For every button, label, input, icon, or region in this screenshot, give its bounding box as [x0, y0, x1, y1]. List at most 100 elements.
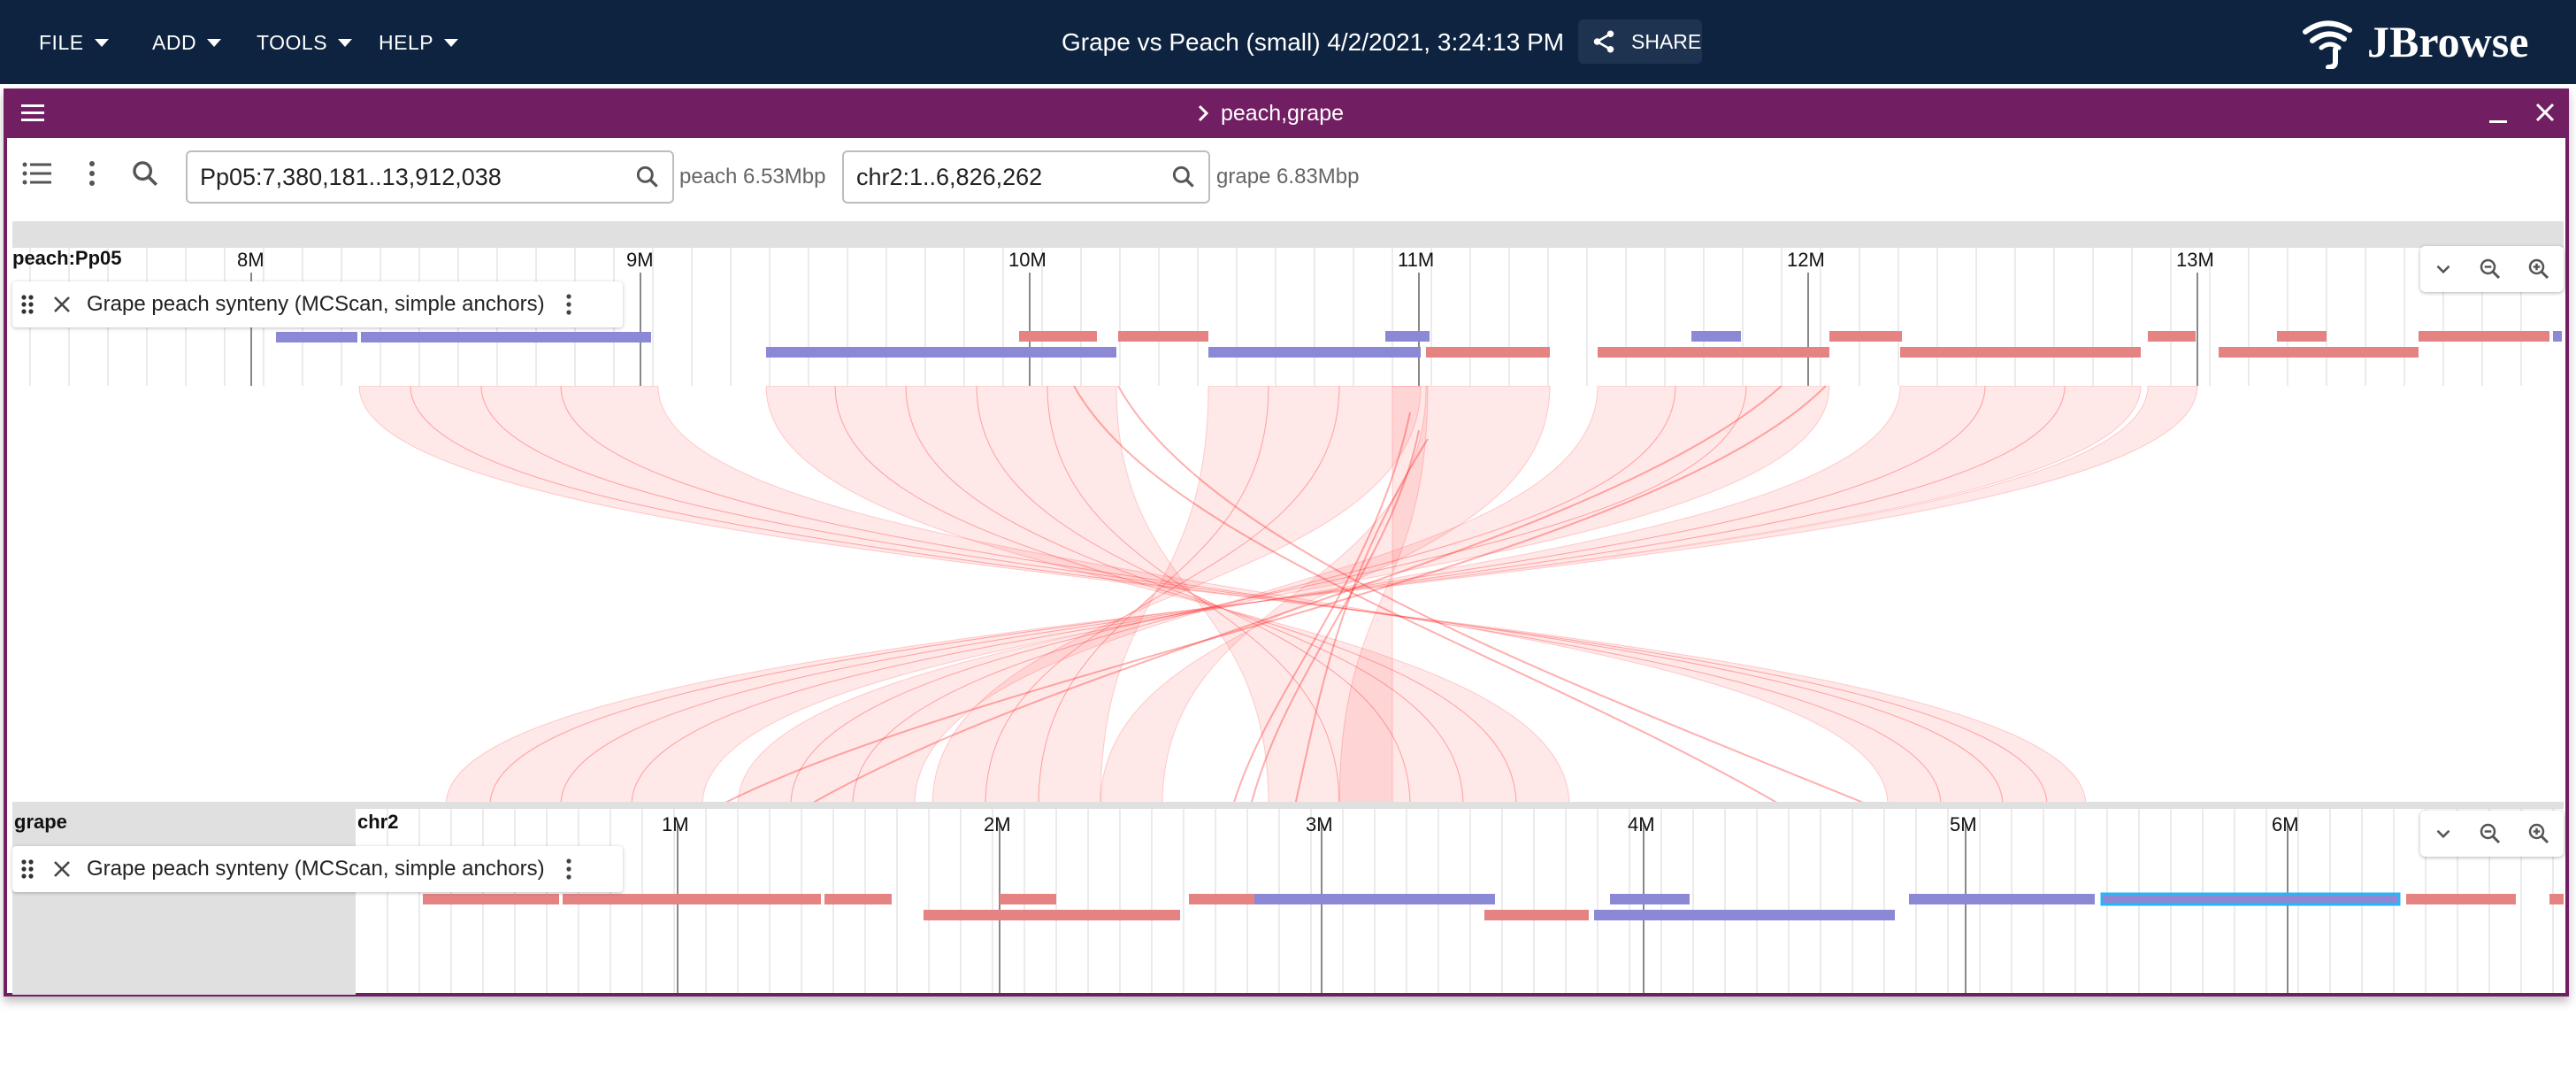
add-menu[interactable]: ADD	[152, 23, 222, 62]
feature-forward	[1598, 347, 1829, 358]
feature-forward	[1484, 910, 1589, 920]
chevron-down-icon	[338, 38, 353, 47]
grape-location-value[interactable]: chr2:1..6,826,262	[856, 164, 1043, 190]
search-icon[interactable]	[633, 163, 662, 191]
chevron-down-icon	[207, 38, 222, 47]
peach-refname-label: peach:Pp05	[12, 247, 122, 269]
minimize-icon[interactable]	[2486, 101, 2511, 126]
feature-reverse	[1610, 894, 1690, 904]
view-menu-button[interactable]	[19, 101, 46, 130]
drag-handle-icon[interactable]	[19, 857, 35, 881]
session-title: Grape vs Peach (small) 4/2/2021, 3:24:13…	[1062, 28, 1565, 56]
peach-zoom-controls	[2420, 246, 2564, 292]
close-icon[interactable]	[51, 294, 73, 315]
synteny-line	[1294, 438, 1429, 805]
synteny-ribbon	[480, 386, 2004, 805]
zoom-in-icon[interactable]	[2526, 256, 2552, 282]
feature-forward	[1426, 347, 1550, 358]
grape-tick-label: 5M	[1950, 813, 1977, 835]
grape-track-label: Grape peach synteny (MCScan, simple anch…	[12, 846, 623, 892]
feature-forward	[1900, 347, 2141, 358]
file-menu-label: FILE	[39, 30, 84, 54]
synteny-ribbon	[1038, 386, 1269, 805]
feature-reverse	[1909, 894, 2095, 904]
chevron-down-icon[interactable]	[2432, 258, 2455, 281]
feature-reverse	[1208, 347, 1421, 358]
help-menu[interactable]: HELP	[379, 23, 459, 62]
peach-tick-label: 10M	[1008, 249, 1046, 271]
grape-tick-label: 3M	[1306, 813, 1333, 835]
feature-forward	[2406, 894, 2516, 904]
share-label: SHARE	[1631, 29, 1702, 53]
synteny-ribbon-group	[358, 386, 2198, 805]
synteny-ribbons	[358, 386, 2198, 805]
synteny-line	[1117, 386, 1871, 805]
feature-reverse	[2553, 331, 2562, 342]
share-button[interactable]: SHARE	[1578, 19, 1702, 64]
more-vertical-icon[interactable]	[564, 857, 573, 881]
chevron-down-icon[interactable]	[2432, 822, 2455, 845]
synteny-ribbon	[1100, 386, 1551, 805]
peach-tick-label: 13M	[2176, 249, 2214, 271]
zoom-out-icon[interactable]	[2477, 820, 2503, 847]
help-menu-label: HELP	[379, 30, 434, 54]
file-menu[interactable]: FILE	[39, 23, 109, 62]
peach-tick-label: 12M	[1787, 249, 1825, 271]
track-selector-button[interactable]	[16, 152, 58, 195]
synteny-line	[1232, 412, 1411, 805]
peach-location-input[interactable]: Pp05:7,380,181..13,912,038	[186, 150, 674, 204]
feature-reverse	[1594, 910, 1895, 920]
feature-forward	[2148, 331, 2196, 342]
view-header: peach,grape	[4, 88, 2569, 138]
grape-ruler-and-track	[387, 809, 2564, 993]
chevron-down-icon	[444, 38, 459, 47]
feature-reverse	[1254, 894, 1495, 904]
jbrowse-logo: JBrowse	[2300, 12, 2528, 71]
synteny-line	[719, 386, 1827, 805]
view-title[interactable]: peach,grape	[1221, 101, 1345, 126]
search-toggle-button[interactable]	[124, 152, 166, 195]
drag-handle-icon[interactable]	[19, 292, 35, 317]
grape-tick-label: 2M	[984, 813, 1011, 835]
jbrowse-logo-icon	[2303, 20, 2352, 69]
feature-reverse	[2100, 892, 2401, 906]
chevron-right-icon[interactable]	[1194, 103, 1212, 124]
peach-track-label: Grape peach synteny (MCScan, simple anch…	[12, 281, 623, 327]
feature-forward	[1000, 894, 1056, 904]
synteny-ribbon	[560, 386, 1942, 805]
zoom-out-icon[interactable]	[2477, 256, 2503, 282]
grape-assembly-label: grape	[14, 811, 67, 833]
top-view-header-bar	[12, 221, 2564, 248]
grape-tick-label: 4M	[1628, 813, 1655, 835]
close-icon[interactable]	[2532, 99, 2558, 126]
app-bar	[0, 0, 2576, 84]
zoom-in-icon[interactable]	[2526, 820, 2552, 847]
synteny-ribbon	[905, 386, 1464, 805]
feature-reverse	[766, 347, 1116, 358]
peach-track-name: Grape peach synteny (MCScan, simple anch…	[87, 292, 545, 316]
more-vertical-icon[interactable]	[564, 292, 573, 317]
share-icon	[1593, 30, 1614, 53]
synteny-ribbon	[932, 386, 1422, 805]
grape-location-input[interactable]: chr2:1..6,826,262	[842, 150, 1210, 204]
search-icon	[133, 161, 158, 187]
tools-menu[interactable]: TOOLS	[257, 23, 353, 62]
grape-blank-region	[12, 809, 356, 995]
add-menu-label: ADD	[152, 30, 197, 54]
feature-forward	[1829, 331, 1902, 342]
close-icon[interactable]	[51, 858, 73, 880]
search-icon[interactable]	[1169, 163, 1198, 191]
feature-forward	[1019, 331, 1097, 342]
peach-location-value[interactable]: Pp05:7,380,181..13,912,038	[200, 164, 502, 190]
grape-track-name: Grape peach synteny (MCScan, simple anch…	[87, 857, 545, 881]
grape-tick-label: 1M	[662, 813, 689, 835]
view-options-button[interactable]	[71, 152, 113, 195]
grape-tick-label: 6M	[2272, 813, 2299, 835]
grape-synteny-features	[423, 892, 2564, 920]
peach-tick-label: 9M	[626, 249, 654, 271]
synteny-ribbon	[834, 386, 1517, 805]
chevron-down-icon	[94, 38, 109, 47]
synteny-ribbon	[765, 386, 1570, 805]
feature-forward	[824, 894, 892, 904]
track-list-icon	[22, 162, 51, 185]
